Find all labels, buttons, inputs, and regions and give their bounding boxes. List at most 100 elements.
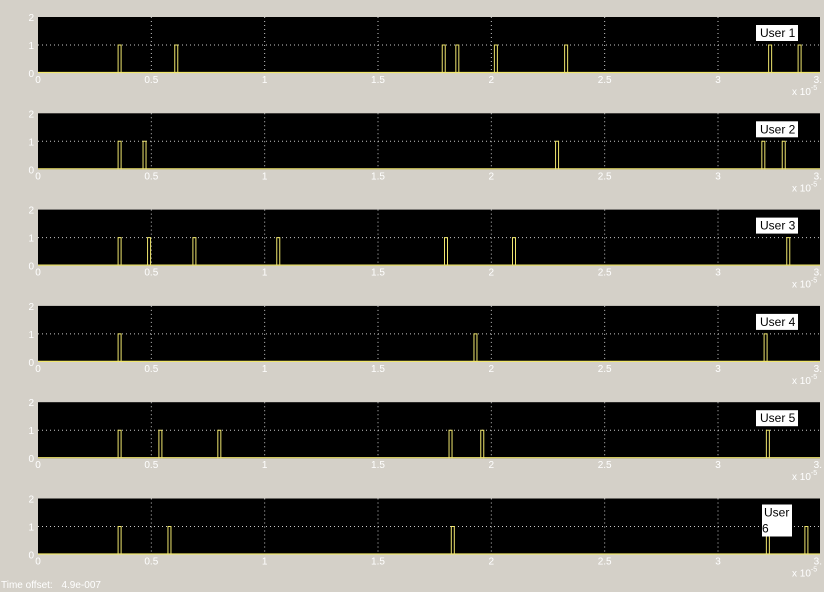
pulse — [448, 429, 453, 459]
x-tick-label: 1 — [262, 557, 268, 568]
x-tick-label: 3. — [814, 364, 822, 375]
x-tick-label: 3 — [715, 75, 721, 86]
pulse — [564, 44, 569, 73]
legend-label: 6 — [762, 522, 769, 536]
y-tick-label: 1 — [28, 523, 34, 534]
legend-box — [756, 217, 798, 234]
pulse — [450, 526, 455, 555]
y-tick-label: 0 — [28, 165, 34, 176]
legend-label: User 4 — [760, 315, 796, 329]
x-tick-label: 0.5 — [144, 171, 158, 182]
y-tick-label: 1 — [28, 137, 34, 148]
x-exponent-power: -5 — [811, 470, 817, 477]
y-tick-label: 0 — [28, 69, 34, 80]
x-tick-label: 0.5 — [144, 268, 158, 279]
time-offset-text: Time offset: 4.9e-007 — [1, 580, 101, 591]
pulse — [192, 237, 197, 266]
y-tick-label: 1 — [28, 330, 34, 341]
pulse — [480, 429, 485, 459]
x-exponent-base: x 10 — [792, 569, 811, 580]
plot-area — [38, 305, 820, 362]
x-tick-label: 1.5 — [371, 171, 385, 182]
x-exponent-base: x 10 — [792, 280, 811, 291]
x-tick-label: 0.5 — [144, 364, 158, 375]
pulse — [455, 44, 460, 73]
x-tick-label: 3 — [715, 268, 721, 279]
scope-panel-1: 0 1 2 0 0.5 1 1.5 2 2.5 3 3.x 10-5 User 1 — [28, 13, 822, 98]
pulse — [174, 44, 179, 73]
x-tick-label: 2.5 — [598, 460, 612, 471]
y-tick-label: 0 — [28, 358, 34, 369]
x-exponent-power: -5 — [811, 181, 817, 188]
scope-panel-5: 0 1 2 0 0.5 1 1.5 2 2.5 3 3.x 10-5 User 5 — [28, 398, 822, 483]
x-tick-label: 0 — [35, 460, 41, 471]
scope-panel-3: 0 1 2 0 0.5 1 1.5 2 2.5 3 3.x 10-5 User 3 — [28, 206, 822, 291]
y-tick-label: 1 — [28, 426, 34, 437]
time-offset-value: 4.9e-007 — [61, 580, 101, 591]
y-tick-label: 2 — [28, 398, 34, 409]
pulse — [512, 237, 516, 266]
x-tick-label: 0 — [35, 364, 41, 375]
x-tick-label: 3 — [715, 171, 721, 182]
scope-panel-2: 0 1 2 0 0.5 1 1.5 2 2.5 3 3.x 10-5 User 2 — [28, 109, 822, 194]
pulse — [555, 140, 560, 170]
pulse — [117, 526, 122, 555]
legend-box — [756, 121, 798, 138]
x-tick-label: 3. — [814, 268, 822, 279]
pulse — [493, 44, 498, 73]
x-tick-label: 0.5 — [144, 557, 158, 568]
pulse — [763, 333, 768, 362]
x-exponent-label: x 10-5 — [792, 85, 817, 98]
x-exponent-power: -5 — [811, 85, 817, 92]
x-exponent-base: x 10 — [792, 376, 811, 387]
pulse — [117, 44, 122, 73]
x-exponent-label: x 10-5 — [792, 278, 817, 291]
x-tick-label: 0 — [35, 557, 41, 568]
pulse — [117, 140, 122, 170]
pulse — [117, 237, 122, 266]
x-tick-label: 1.5 — [371, 364, 385, 375]
legend-label: User 5 — [760, 411, 796, 425]
pulse — [473, 333, 478, 362]
legend-box — [762, 504, 792, 537]
pulse — [786, 237, 791, 266]
legend-label: User — [764, 506, 789, 520]
pulse — [768, 44, 773, 73]
y-tick-label: 0 — [28, 454, 34, 465]
pulse — [158, 429, 163, 459]
legend-label: User 1 — [760, 26, 796, 40]
y-tick-label: 2 — [28, 109, 34, 120]
x-tick-label: 3 — [715, 364, 721, 375]
pulse — [761, 140, 766, 170]
pulse — [444, 237, 448, 266]
x-tick-label: 2.5 — [598, 268, 612, 279]
x-tick-label: 2 — [489, 460, 495, 471]
x-tick-label: 2.5 — [598, 557, 612, 568]
plot-area — [38, 17, 820, 73]
pulse — [797, 44, 802, 73]
x-tick-label: 2.5 — [598, 171, 612, 182]
x-tick-label: 2.5 — [598, 364, 612, 375]
legend-box — [756, 313, 798, 330]
y-tick-label: 1 — [28, 234, 34, 245]
x-tick-label: 3. — [814, 460, 822, 471]
legend-label: User 3 — [760, 219, 796, 233]
legend-box — [756, 25, 798, 41]
x-exponent-label: x 10-5 — [792, 181, 817, 194]
x-tick-label: 0 — [35, 75, 41, 86]
scope-panel-4: 0 1 2 0 0.5 1 1.5 2 2.5 3 3.x 10-5 User 4 — [28, 302, 822, 387]
x-exponent-label: x 10-5 — [792, 470, 817, 483]
x-exponent-base: x 10 — [792, 87, 811, 98]
x-tick-label: 2 — [489, 364, 495, 375]
y-tick-label: 2 — [28, 206, 34, 217]
x-tick-label: 1 — [262, 171, 268, 182]
pulse — [276, 237, 281, 266]
x-tick-label: 3. — [814, 75, 822, 86]
pulse — [147, 237, 152, 266]
x-exponent-power: -5 — [811, 567, 817, 574]
x-exponent-label: x 10-5 — [792, 374, 817, 387]
y-tick-label: 0 — [28, 262, 34, 273]
x-tick-label: 2.5 — [598, 75, 612, 86]
x-tick-label: 1.5 — [371, 268, 385, 279]
x-tick-label: 1 — [262, 268, 268, 279]
